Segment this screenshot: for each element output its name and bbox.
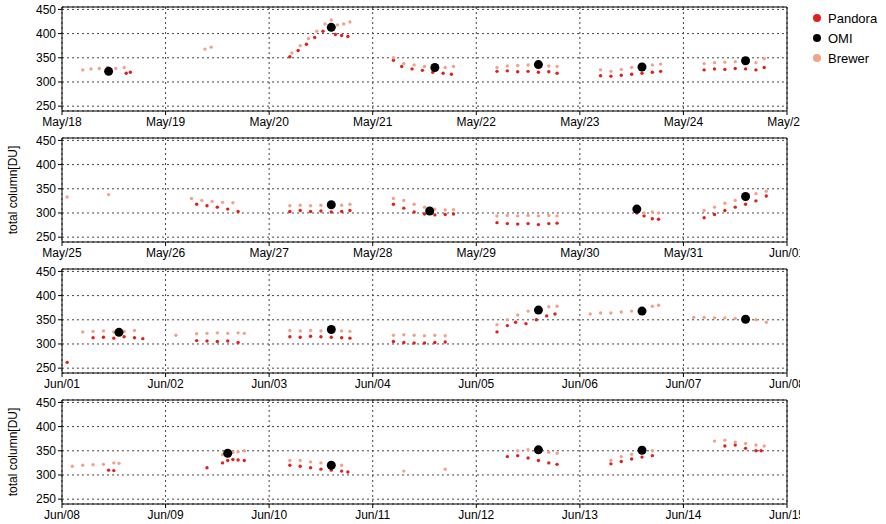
svg-text:May/23: May/23 xyxy=(560,115,600,129)
svg-text:350: 350 xyxy=(36,313,56,327)
svg-text:350: 350 xyxy=(36,444,56,458)
svg-text:May/26: May/26 xyxy=(146,246,186,260)
svg-text:250: 250 xyxy=(36,230,56,244)
svg-text:May/29: May/29 xyxy=(457,246,497,260)
svg-text:Jun/06: Jun/06 xyxy=(562,377,598,391)
svg-text:300: 300 xyxy=(36,75,56,89)
html-text:Pandora: Pandora xyxy=(828,10,878,26)
svg-text:400: 400 xyxy=(36,420,56,434)
svg-text:400: 400 xyxy=(36,27,56,41)
html-text:OMI: OMI xyxy=(828,30,853,46)
svg-text:Jun/08: Jun/08 xyxy=(44,508,80,522)
svg-text:350: 350 xyxy=(36,182,56,196)
svg-text:May/24: May/24 xyxy=(664,115,704,129)
svg-text:May/22: May/22 xyxy=(457,115,497,129)
svg-text:May/30: May/30 xyxy=(560,246,600,260)
svg-text:May/25: May/25 xyxy=(767,115,800,129)
svg-text:450: 450 xyxy=(36,265,56,279)
svg-text:Jun/01: Jun/01 xyxy=(44,377,80,391)
svg-text:Jun/03: Jun/03 xyxy=(251,377,287,391)
svg-text:Jun/05: Jun/05 xyxy=(458,377,494,391)
svg-text:Jun/09: Jun/09 xyxy=(148,508,184,522)
svg-text:May/31: May/31 xyxy=(664,246,704,260)
svg-text:May/18: May/18 xyxy=(42,115,82,129)
svg-text:Jun/15: Jun/15 xyxy=(769,508,800,522)
svg-text:300: 300 xyxy=(36,206,56,220)
svg-text:total column[DU]: total column[DU] xyxy=(8,146,20,235)
svg-text:May/20: May/20 xyxy=(249,115,289,129)
svg-text:May/27: May/27 xyxy=(249,246,289,260)
svg-text:Jun/13: Jun/13 xyxy=(562,508,598,522)
svg-text:Jun/14: Jun/14 xyxy=(665,508,701,522)
svg-text:250: 250 xyxy=(36,361,56,375)
svg-text:250: 250 xyxy=(36,99,56,113)
svg-text:450: 450 xyxy=(36,134,56,148)
svg-text:300: 300 xyxy=(36,468,56,482)
svg-text:Jun/07: Jun/07 xyxy=(665,377,701,391)
svg-text:total column[DU]: total column[DU] xyxy=(8,408,20,497)
html-text:Brewer: Brewer xyxy=(828,50,870,66)
svg-text:Jun/02: Jun/02 xyxy=(148,377,184,391)
svg-text:300: 300 xyxy=(36,337,56,351)
svg-text:400: 400 xyxy=(36,289,56,303)
svg-text:Jun/04: Jun/04 xyxy=(355,377,391,391)
svg-text:Jun/11: Jun/11 xyxy=(355,508,390,522)
svg-text:Jun/01: Jun/01 xyxy=(769,246,800,260)
svg-text:May/19: May/19 xyxy=(146,115,186,129)
svg-text:Jun/08: Jun/08 xyxy=(769,377,800,391)
svg-text:Jun/10: Jun/10 xyxy=(251,508,287,522)
svg-text:May/28: May/28 xyxy=(353,246,393,260)
svg-text:450: 450 xyxy=(36,3,56,17)
svg-text:Jun/12: Jun/12 xyxy=(458,508,494,522)
svg-text:May/21: May/21 xyxy=(353,115,393,129)
svg-text:May/25: May/25 xyxy=(42,246,82,260)
svg-text:350: 350 xyxy=(36,51,56,65)
svg-text:250: 250 xyxy=(36,492,56,506)
svg-text:400: 400 xyxy=(36,158,56,172)
svg-text:450: 450 xyxy=(36,396,56,410)
